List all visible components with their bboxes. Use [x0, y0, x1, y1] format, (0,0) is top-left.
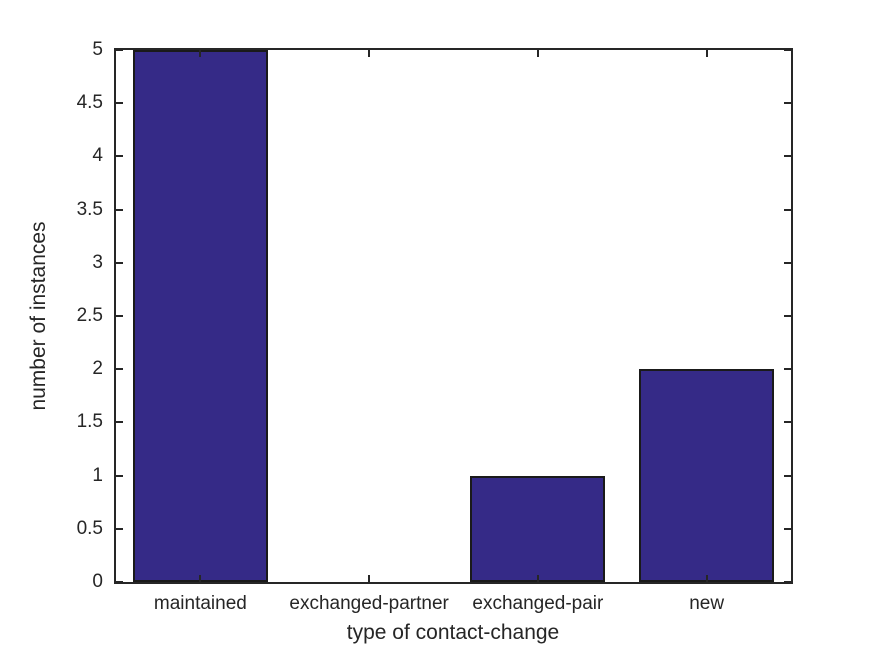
y-tick-mark-right	[784, 261, 791, 264]
x-tick-mark-top	[536, 50, 539, 57]
y-tick-label: 3	[92, 251, 103, 273]
x-tick-mark-top	[705, 50, 708, 57]
bar-exchanged-pair	[470, 475, 606, 582]
x-tick-mark	[368, 575, 371, 582]
y-tick-mark-right	[784, 315, 791, 317]
y-tick-mark-right	[784, 368, 791, 371]
y-tick-label: 0	[92, 571, 103, 592]
y-tick-label: 2	[92, 358, 103, 380]
x-tick-mark	[705, 575, 708, 582]
y-tick-mark	[116, 261, 123, 264]
bar-new	[639, 369, 775, 582]
x-tick-mark-top	[368, 50, 371, 57]
y-tick-mark	[116, 474, 123, 477]
y-tick-mark	[116, 208, 123, 211]
bar-maintained	[132, 50, 268, 582]
y-tick-label: 4.5	[76, 92, 103, 114]
x-tick-label: exchanged-partner	[289, 593, 449, 614]
y-tick-mark-right	[784, 581, 791, 583]
y-tick-mark	[116, 155, 123, 158]
y-tick-mark-right	[784, 102, 791, 105]
y-tick-mark	[116, 315, 123, 317]
y-tick-mark-right	[784, 474, 791, 477]
x-tick-mark	[199, 575, 202, 582]
x-tick-mark-top	[199, 50, 202, 57]
y-tick-label: 0.5	[76, 517, 103, 539]
y-tick-mark-right	[784, 49, 791, 51]
y-tick-mark	[116, 49, 123, 51]
x-tick-label: exchanged-pair	[472, 593, 604, 614]
y-tick-mark	[116, 527, 123, 530]
plot-area	[114, 48, 793, 584]
y-tick-mark	[116, 421, 123, 424]
y-tick-mark-right	[784, 527, 791, 530]
x-tick-label: maintained	[153, 593, 247, 614]
x-tick-label: new	[689, 593, 725, 614]
y-tick-label: 1	[92, 464, 103, 486]
x-axis-label: type of contact-change	[346, 621, 560, 644]
y-tick-label: 1.5	[76, 411, 103, 433]
y-tick-mark	[116, 368, 123, 371]
y-tick-label: 4	[92, 145, 103, 167]
y-tick-mark	[116, 581, 123, 583]
y-tick-label: 2.5	[76, 305, 103, 326]
y-tick-label: 3.5	[76, 198, 103, 220]
y-tick-label: 5	[92, 39, 103, 60]
y-tick-mark-right	[784, 421, 791, 424]
x-tick-mark	[536, 575, 539, 582]
plot-inner	[116, 49, 791, 583]
y-tick-mark	[116, 102, 123, 105]
y-tick-mark-right	[784, 208, 791, 211]
y-tick-mark-right	[784, 155, 791, 158]
